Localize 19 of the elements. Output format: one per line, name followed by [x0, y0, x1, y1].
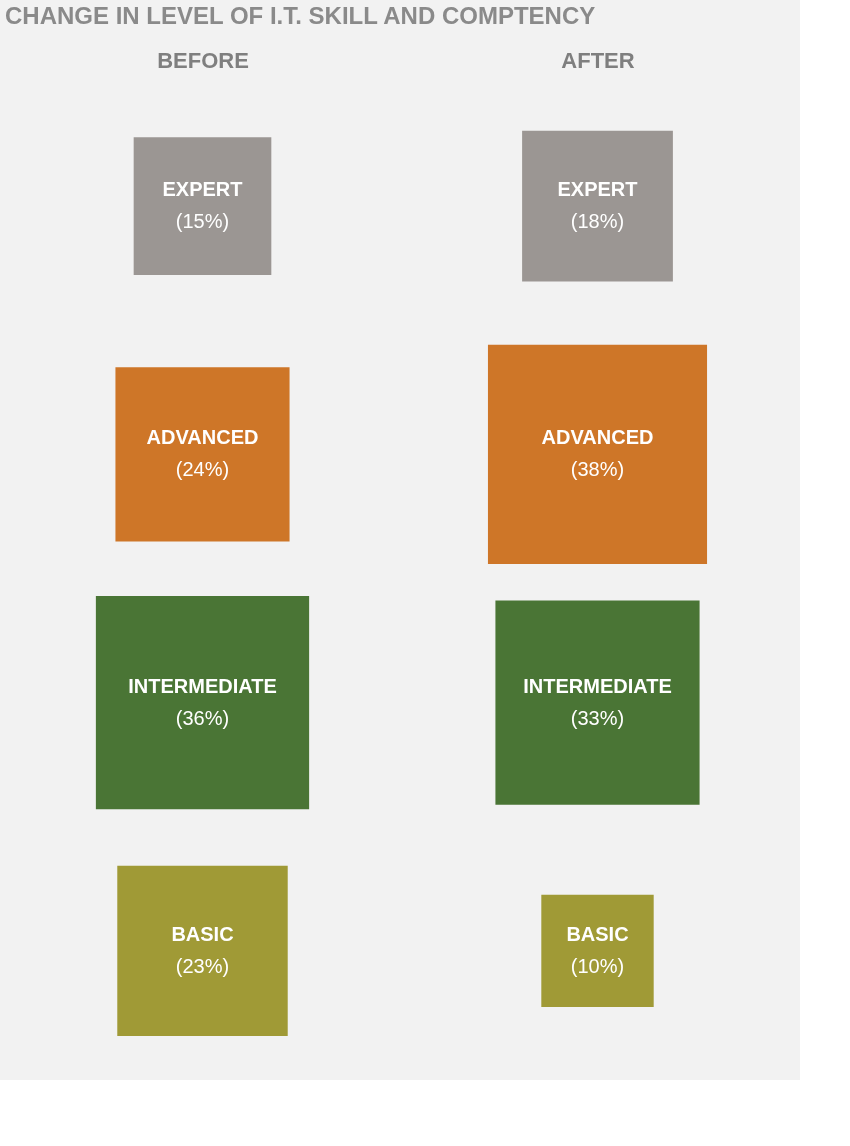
text: CHANGE IN LEVEL OF I.T. SKILL AND COMPTENCY	[5, 2, 596, 29]
data-label: (18%)	[570, 210, 625, 233]
category-label: BASIC	[171, 922, 234, 945]
text: BEFORE	[157, 47, 249, 73]
data-label: (36%)	[175, 706, 230, 729]
category-label: BASIC	[566, 922, 629, 945]
data-label: (38%)	[570, 458, 625, 481]
category-label: ADVANCED	[146, 426, 259, 449]
category-label: EXPERT	[557, 178, 638, 201]
category-label: INTERMEDIATE	[523, 674, 672, 697]
data-label: (10%)	[570, 954, 625, 977]
data-label: (15%)	[175, 210, 230, 233]
data-label: (23%)	[175, 954, 230, 977]
text: AFTER	[561, 47, 635, 73]
data-label: (33%)	[570, 706, 625, 729]
category-label: ADVANCED	[541, 426, 654, 449]
data-label: (24%)	[175, 458, 230, 481]
category-label: INTERMEDIATE	[128, 674, 277, 697]
category-label: EXPERT	[162, 178, 243, 201]
